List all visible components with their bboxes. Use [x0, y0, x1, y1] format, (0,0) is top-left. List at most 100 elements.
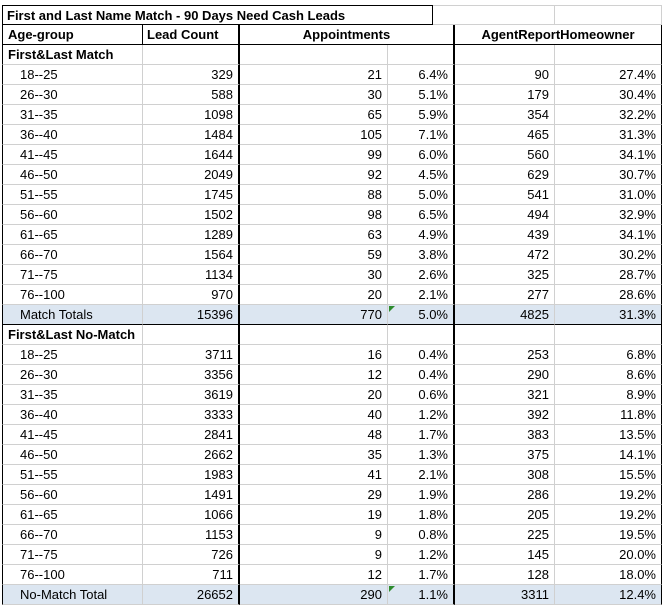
- title-row-filler-cell[interactable]: [455, 5, 555, 25]
- section-label-cell[interactable]: First&Last Match: [2, 45, 143, 65]
- cell-appt-count[interactable]: 98: [240, 205, 388, 225]
- cell-agent-count[interactable]: 439: [455, 225, 555, 245]
- cell-age[interactable]: 51--55: [2, 185, 143, 205]
- cell-agent-pct[interactable]: [555, 45, 662, 65]
- cell-lead-count[interactable]: 1098: [143, 105, 240, 125]
- cell-appt-pct[interactable]: 7.1%: [388, 125, 455, 145]
- cell-lead-count[interactable]: 1644: [143, 145, 240, 165]
- cell-lead-count[interactable]: 329: [143, 65, 240, 85]
- cell-agent-count[interactable]: 128: [455, 565, 555, 585]
- cell-appt-count[interactable]: 48: [240, 425, 388, 445]
- cell-lead-count[interactable]: 1484: [143, 125, 240, 145]
- cell-appt-count[interactable]: 41: [240, 465, 388, 485]
- cell-age[interactable]: 46--50: [2, 165, 143, 185]
- title-cell[interactable]: First and Last Name Match - 90 Days Need…: [2, 5, 433, 25]
- cell-agent-pct[interactable]: 34.1%: [555, 225, 662, 245]
- cell-agent-count[interactable]: 629: [455, 165, 555, 185]
- cell-appt-count[interactable]: 20: [240, 285, 388, 305]
- cell-agent-pct[interactable]: 15.5%: [555, 465, 662, 485]
- cell-appt-count[interactable]: 30: [240, 265, 388, 285]
- cell-age[interactable]: 18--25: [2, 65, 143, 85]
- cell-appt-count[interactable]: 88: [240, 185, 388, 205]
- cell-lead-count[interactable]: 1983: [143, 465, 240, 485]
- cell-lead-count[interactable]: 2049: [143, 165, 240, 185]
- cell-age[interactable]: 41--45: [2, 145, 143, 165]
- cell-age[interactable]: 41--45: [2, 425, 143, 445]
- cell-agent-count[interactable]: 472: [455, 245, 555, 265]
- cell-agent-pct[interactable]: 19.5%: [555, 525, 662, 545]
- cell-agent-pct[interactable]: 30.2%: [555, 245, 662, 265]
- cell-lead-count[interactable]: 3356: [143, 365, 240, 385]
- cell-appt-pct[interactable]: 2.6%: [388, 265, 455, 285]
- cell-agent-count[interactable]: 354: [455, 105, 555, 125]
- cell-agent-count[interactable]: 383: [455, 425, 555, 445]
- cell-lead-count-total[interactable]: 26652: [143, 585, 240, 605]
- cell-appt-count[interactable]: 65: [240, 105, 388, 125]
- cell-agent-pct-total[interactable]: 31.3%: [555, 305, 662, 325]
- cell-agent-count[interactable]: 205: [455, 505, 555, 525]
- cell-appt-count[interactable]: 21: [240, 65, 388, 85]
- cell-appt-count[interactable]: [240, 45, 388, 65]
- cell-age[interactable]: 66--70: [2, 525, 143, 545]
- cell-lead-count[interactable]: 1153: [143, 525, 240, 545]
- cell-appt-pct[interactable]: 0.8%: [388, 525, 455, 545]
- cell-appt-count[interactable]: 30: [240, 85, 388, 105]
- cell-appt-pct[interactable]: 1.8%: [388, 505, 455, 525]
- cell-appt-count[interactable]: 40: [240, 405, 388, 425]
- cell-appt-pct[interactable]: 1.2%: [388, 545, 455, 565]
- cell-appt-count[interactable]: 16: [240, 345, 388, 365]
- cell-age[interactable]: 56--60: [2, 485, 143, 505]
- cell-agent-pct[interactable]: 13.5%: [555, 425, 662, 445]
- cell-agent-pct[interactable]: 28.6%: [555, 285, 662, 305]
- cell-agent-count[interactable]: 290: [455, 365, 555, 385]
- cell-lead-count[interactable]: 2662: [143, 445, 240, 465]
- cell-agent-count[interactable]: 465: [455, 125, 555, 145]
- cell-agent-pct[interactable]: 31.3%: [555, 125, 662, 145]
- cell-agent-pct[interactable]: 27.4%: [555, 65, 662, 85]
- cell-age[interactable]: 66--70: [2, 245, 143, 265]
- cell-appt-pct[interactable]: 4.9%: [388, 225, 455, 245]
- cell-appt-count[interactable]: 59: [240, 245, 388, 265]
- cell-lead-count[interactable]: 1134: [143, 265, 240, 285]
- cell-appt-count-total[interactable]: 770: [240, 305, 388, 325]
- cell-appt-pct[interactable]: 0.6%: [388, 385, 455, 405]
- cell-lead-count[interactable]: 1745: [143, 185, 240, 205]
- total-label-cell[interactable]: No-Match Total: [2, 585, 143, 605]
- cell-agent-pct[interactable]: 31.0%: [555, 185, 662, 205]
- cell-agent-count-total[interactable]: 4825: [455, 305, 555, 325]
- cell-lead-count[interactable]: 711: [143, 565, 240, 585]
- cell-age[interactable]: 31--35: [2, 105, 143, 125]
- cell-appt-pct[interactable]: 6.4%: [388, 65, 455, 85]
- cell-appt-count[interactable]: 9: [240, 525, 388, 545]
- cell-appt-pct[interactable]: 5.0%: [388, 185, 455, 205]
- cell-agent-pct[interactable]: 19.2%: [555, 505, 662, 525]
- section-label-cell[interactable]: First&Last No-Match: [2, 325, 143, 345]
- cell-agent-pct[interactable]: 30.4%: [555, 85, 662, 105]
- cell-appt-count[interactable]: 12: [240, 565, 388, 585]
- cell-age[interactable]: 61--65: [2, 225, 143, 245]
- cell-agent-pct[interactable]: 8.6%: [555, 365, 662, 385]
- cell-agent-pct[interactable]: 14.1%: [555, 445, 662, 465]
- cell-appt-count[interactable]: 63: [240, 225, 388, 245]
- cell-age[interactable]: 31--35: [2, 385, 143, 405]
- cell-age[interactable]: 61--65: [2, 505, 143, 525]
- cell-appt-pct[interactable]: 1.3%: [388, 445, 455, 465]
- cell-age[interactable]: 71--75: [2, 265, 143, 285]
- cell-agent-count[interactable]: 392: [455, 405, 555, 425]
- cell-agent-count[interactable]: 253: [455, 345, 555, 365]
- cell-agent-count[interactable]: 325: [455, 265, 555, 285]
- cell-lead-count[interactable]: 1502: [143, 205, 240, 225]
- cell-appt-count[interactable]: 92: [240, 165, 388, 185]
- cell-lead-count[interactable]: 970: [143, 285, 240, 305]
- cell-agent-pct[interactable]: 6.8%: [555, 345, 662, 365]
- cell-lead-count[interactable]: 1491: [143, 485, 240, 505]
- cell-agent-count[interactable]: 277: [455, 285, 555, 305]
- cell-appt-pct[interactable]: 1.9%: [388, 485, 455, 505]
- cell-agent-pct[interactable]: [555, 325, 662, 345]
- cell-appt-pct[interactable]: [388, 325, 455, 345]
- cell-agent-count[interactable]: [455, 325, 555, 345]
- cell-appt-count[interactable]: 12: [240, 365, 388, 385]
- cell-appt-pct[interactable]: 2.1%: [388, 285, 455, 305]
- cell-appt-pct[interactable]: 5.9%: [388, 105, 455, 125]
- cell-agent-count[interactable]: 179: [455, 85, 555, 105]
